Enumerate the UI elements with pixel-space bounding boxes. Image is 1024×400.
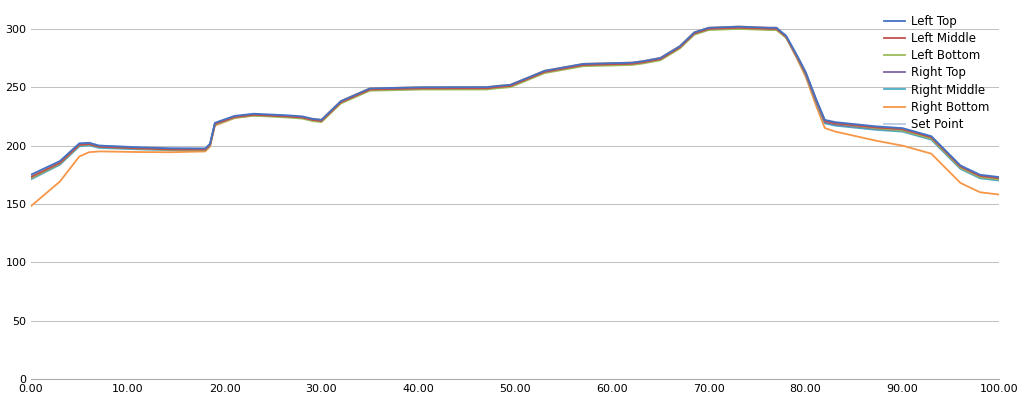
Left Middle bbox=[193, 147, 205, 152]
Left Top bbox=[396, 85, 409, 90]
Left Bottom bbox=[870, 126, 883, 131]
Left Bottom bbox=[25, 176, 37, 181]
Right Bottom bbox=[135, 150, 147, 154]
Right Bottom bbox=[396, 85, 409, 90]
Left Bottom bbox=[731, 26, 743, 31]
Left Top bbox=[993, 175, 1006, 180]
Set Point bbox=[135, 145, 147, 150]
Set Point bbox=[731, 25, 743, 30]
Set Point bbox=[193, 146, 205, 151]
Left Middle bbox=[135, 146, 147, 151]
Line: Left Bottom: Left Bottom bbox=[31, 29, 999, 179]
Line: Right Top: Right Top bbox=[31, 28, 999, 179]
Right Top bbox=[25, 176, 37, 181]
Set Point bbox=[974, 174, 986, 178]
Left Middle bbox=[731, 25, 743, 30]
Left Top bbox=[974, 172, 986, 177]
Left Middle bbox=[974, 174, 986, 178]
Right Middle bbox=[25, 177, 37, 182]
Line: Set Point: Set Point bbox=[31, 28, 999, 178]
Left Middle bbox=[396, 86, 409, 91]
Right Middle bbox=[438, 86, 451, 91]
Left Bottom bbox=[193, 148, 205, 152]
Right Middle bbox=[870, 128, 883, 132]
Left Middle bbox=[25, 175, 37, 180]
Left Top bbox=[193, 146, 205, 151]
Right Bottom bbox=[25, 204, 37, 209]
Set Point bbox=[25, 174, 37, 178]
Right Middle bbox=[731, 25, 743, 30]
Right Bottom bbox=[974, 190, 986, 195]
Right Top bbox=[396, 86, 409, 91]
Legend: Left Top, Left Middle, Left Bottom, Right Top, Right Middle, Right Bottom, Set P: Left Top, Left Middle, Left Bottom, Righ… bbox=[881, 12, 993, 134]
Right Top bbox=[135, 146, 147, 151]
Right Bottom bbox=[193, 149, 205, 154]
Line: Left Top: Left Top bbox=[31, 26, 999, 177]
Left Top bbox=[731, 24, 743, 29]
Set Point bbox=[993, 176, 1006, 181]
Right Middle bbox=[993, 178, 1006, 183]
Left Top bbox=[870, 124, 883, 129]
Left Bottom bbox=[993, 177, 1006, 182]
Left Middle bbox=[993, 176, 1006, 181]
Left Top bbox=[135, 145, 147, 150]
Left Top bbox=[25, 172, 37, 177]
Right Top bbox=[974, 175, 986, 180]
Right Top bbox=[193, 147, 205, 152]
Left Bottom bbox=[438, 87, 451, 92]
Left Middle bbox=[438, 86, 451, 91]
Left Top bbox=[438, 85, 451, 90]
Set Point bbox=[396, 86, 409, 91]
Right Bottom bbox=[438, 85, 451, 90]
Right Middle bbox=[974, 176, 986, 181]
Set Point bbox=[870, 125, 883, 130]
Left Middle bbox=[870, 125, 883, 130]
Right Bottom bbox=[993, 192, 1006, 197]
Right Top bbox=[438, 86, 451, 91]
Right Top bbox=[870, 126, 883, 131]
Left Bottom bbox=[974, 175, 986, 180]
Right Bottom bbox=[870, 138, 883, 143]
Right Middle bbox=[396, 86, 409, 91]
Line: Right Bottom: Right Bottom bbox=[31, 26, 999, 206]
Left Bottom bbox=[135, 146, 147, 151]
Left Bottom bbox=[396, 88, 409, 92]
Right Middle bbox=[135, 147, 147, 152]
Right Top bbox=[731, 25, 743, 30]
Right Bottom bbox=[731, 24, 743, 29]
Right Top bbox=[993, 177, 1006, 182]
Line: Right Middle: Right Middle bbox=[31, 28, 999, 180]
Line: Left Middle: Left Middle bbox=[31, 28, 999, 178]
Set Point bbox=[438, 86, 451, 91]
Right Middle bbox=[193, 148, 205, 153]
